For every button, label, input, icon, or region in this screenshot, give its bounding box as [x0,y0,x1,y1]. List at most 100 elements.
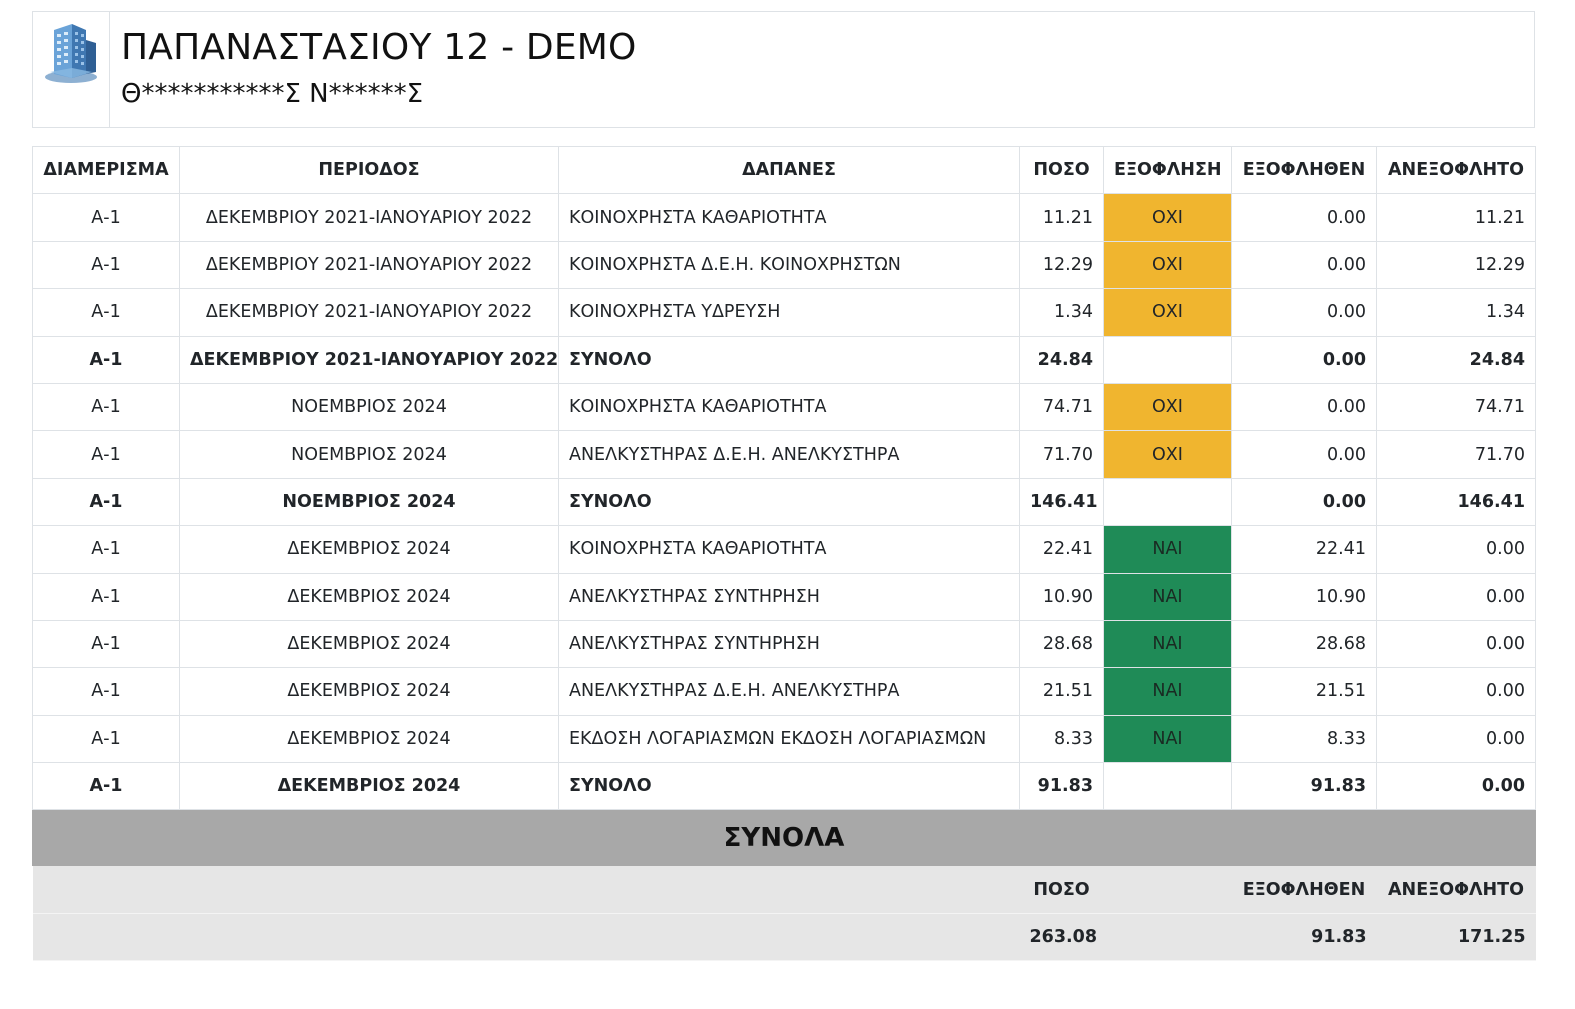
period-cell: ΝΟΕΜΒΡΙΟΣ 2024 [179,477,559,527]
unpaid-cell: 11.21 [1376,193,1536,242]
unpaid-cell: 0.00 [1376,525,1536,574]
period-cell: ΔΕΚΕΜΒΡΙΟΣ 2024 [179,572,559,621]
table-row: Α-1 ΔΕΚΕΜΒΡΙΟΥ 2021-ΙΑΝΟΥΑΡΙΟΥ 2022 ΚΟΙΝΟΧ… [32,193,1536,242]
payment-status-cell: ΝΑΙ [1103,525,1232,574]
unpaid-cell: 0.00 [1376,762,1536,811]
total-unpaid: 171.25 [1376,913,1536,962]
paid-cell: 28.68 [1231,619,1377,669]
amount-cell: 146.41 [1019,477,1104,527]
period-cell: ΔΕΚΕΜΒΡΙΟΣ 2024 [179,714,559,764]
unpaid-cell: 71.70 [1376,430,1536,479]
apartment-cell: Α-1 [32,477,180,527]
amount-cell: 11.21 [1019,193,1104,242]
totals-spacer [32,913,1020,962]
period-cell: ΔΕΚΕΜΒΡΙΟΣ 2024 [179,619,559,669]
period-cell: ΔΕΚΕΜΒΡΙΟΣ 2024 [179,525,559,574]
apartment-cell: Α-1 [32,430,180,479]
totals-header-paid: ΕΞΟΦΛΗΘΕΝ [1231,865,1377,914]
apartment-cell: Α-1 [32,382,180,432]
payment-status-cell: ΟΧΙ [1103,430,1232,479]
col-header-apartment: ΔΙΑΜΕΡΙΣΜΑ [32,145,180,195]
total-amount: 263.08 [1019,913,1104,962]
col-header-unpaid: ΑΝΕΞΟΦΛΗΤΟ [1376,145,1536,195]
payment-status-cell: ΝΑΙ [1103,667,1232,716]
paid-cell: 8.33 [1231,714,1377,764]
paid-cell: 0.00 [1231,335,1377,384]
totals-title: ΣΥΝΟΛΑ [32,809,1536,867]
col-header-period: ΠΕΡΙΟΔΟΣ [179,145,559,195]
expense-cell: ΚΟΙΝΟΧΡΗΣΤΑ Δ.Ε.Η. ΚΟΙΝΟΧΡΗΣΤΩΝ [558,240,1020,290]
expense-cell: ΑΝΕΛΚΥΣΤΗΡΑΣ Δ.Ε.Η. ΑΝΕΛΚΥΣΤΗΡΑ [558,667,1020,716]
amount-cell: 28.68 [1019,619,1104,669]
apartment-cell: Α-1 [32,714,180,764]
totals-values-row: 263.08 91.83 171.25 [32,913,1536,962]
payment-status-cell [1103,477,1232,527]
expense-cell: ΚΟΙΝΟΧΡΗΣΤΑ ΥΔΡΕΥΣΗ [558,288,1020,337]
table-row: Α-1 ΔΕΚΕΜΒΡΙΟΣ 2024 ΑΝΕΛΚΥΣΤΗΡΑΣ Δ.Ε.Η. ΑΝ… [32,667,1536,716]
expense-cell: ΚΟΙΝΟΧΡΗΣΤΑ ΚΑΘΑΡΙΟΤΗΤΑ [558,525,1020,574]
paid-cell: 22.41 [1231,525,1377,574]
paid-cell: 0.00 [1231,240,1377,290]
building-icon-cell [33,12,110,127]
expense-cell: ΚΟΙΝΟΧΡΗΣΤΑ ΚΑΘΑΡΙΟΤΗΤΑ [558,193,1020,242]
apartment-cell: Α-1 [32,667,180,716]
paid-cell: 0.00 [1231,193,1377,242]
col-header-paid: ΕΞΟΦΛΗΘΕΝ [1231,145,1377,195]
payment-status-cell: ΟΧΙ [1103,240,1232,290]
apartment-cell: Α-1 [32,762,180,811]
period-cell: ΔΕΚΕΜΒΡΙΟΥ 2021-ΙΑΝΟΥΑΡΙΟΥ 2022 [179,288,559,337]
table-row: Α-1 ΔΕΚΕΜΒΡΙΟΣ 2024 ΚΟΙΝΟΧΡΗΣΤΑ ΚΑΘΑΡΙΟΤΗΤ… [32,525,1536,574]
apartment-cell: Α-1 [32,240,180,290]
table-row: Α-1 ΔΕΚΕΜΒΡΙΟΣ 2024 ΑΝΕΛΚΥΣΤΗΡΑΣ ΣΥΝΤΗΡΗΣΗ… [32,572,1536,621]
payment-status-cell: ΝΑΙ [1103,619,1232,669]
table-row: Α-1 ΔΕΚΕΜΒΡΙΟΥ 2021-ΙΑΝΟΥΑΡΙΟΥ 2022 ΚΟΙΝΟΧ… [32,288,1536,337]
apartment-cell: Α-1 [32,619,180,669]
totals-spacer-payment [1103,913,1232,962]
period-cell: ΔΕΚΕΜΒΡΙΟΥ 2021-ΙΑΝΟΥΑΡΙΟΥ 2022 [179,335,559,384]
table-row: Α-1 ΔΕΚΕΜΒΡΙΟΣ 2024 ΕΚΔΟΣΗ ΛΟΓΑΡΙΑΣΜΩΝ ΕΚΔ… [32,714,1536,764]
expense-cell: ΑΝΕΛΚΥΣΤΗΡΑΣ Δ.Ε.Η. ΑΝΕΛΚΥΣΤΗΡΑ [558,430,1020,479]
period-cell: ΔΕΚΕΜΒΡΙΟΣ 2024 [179,667,559,716]
amount-cell: 91.83 [1019,762,1104,811]
unpaid-cell: 74.71 [1376,382,1536,432]
table-row: Α-1 ΝΟΕΜΒΡΙΟΣ 2024 ΚΟΙΝΟΧΡΗΣΤΑ ΚΑΘΑΡΙΟΤΗΤΑ… [32,382,1536,432]
amount-cell: 8.33 [1019,714,1104,764]
paid-cell: 0.00 [1231,477,1377,527]
unpaid-cell: 12.29 [1376,240,1536,290]
unpaid-cell: 0.00 [1376,714,1536,764]
paid-cell: 10.90 [1231,572,1377,621]
amount-cell: 24.84 [1019,335,1104,384]
table-row: Α-1 ΔΕΚΕΜΒΡΙΟΥ 2021-ΙΑΝΟΥΑΡΙΟΥ 2022 ΚΟΙΝΟΧ… [32,240,1536,290]
amount-cell: 12.29 [1019,240,1104,290]
period-cell: ΝΟΕΜΒΡΙΟΣ 2024 [179,430,559,479]
amount-cell: 22.41 [1019,525,1104,574]
summary-row: Α-1 ΔΕΚΕΜΒΡΙΟΥ 2021-ΙΑΝΟΥΑΡΙΟΥ 2022 ΣΥΝΟΛΟ… [32,335,1536,384]
unpaid-cell: 0.00 [1376,572,1536,621]
expense-cell: ΣΥΝΟΛΟ [558,762,1020,811]
apartment-cell: Α-1 [32,335,180,384]
totals-header-unpaid: ΑΝΕΞΟΦΛΗΤΟ [1376,865,1536,914]
totals-spacer [32,865,1020,914]
owner-name: Θ***********Σ Ν******Σ [121,79,424,109]
building-header: ΠΑΠΑΝΑΣΤΑΣΙΟΥ 12 - DEMO Θ***********Σ Ν*… [32,11,1535,128]
paid-cell: 21.51 [1231,667,1377,716]
building-title: ΠΑΠΑΝΑΣΤΑΣΙΟΥ 12 - DEMO [121,27,637,68]
unpaid-cell: 0.00 [1376,619,1536,669]
paid-cell: 0.00 [1231,430,1377,479]
unpaid-cell: 146.41 [1376,477,1536,527]
col-header-expenses: ΔΑΠΑΝΕΣ [558,145,1020,195]
summary-row: Α-1 ΝΟΕΜΒΡΙΟΣ 2024 ΣΥΝΟΛΟ 146.41 0.00 146.41 [32,477,1536,527]
unpaid-cell: 0.00 [1376,667,1536,716]
apartment-cell: Α-1 [32,525,180,574]
period-cell: ΝΟΕΜΒΡΙΟΣ 2024 [179,382,559,432]
building-icon [45,24,97,83]
paid-cell: 0.00 [1231,288,1377,337]
totals-header-row: ΠΟΣΟ ΕΞΟΦΛΗΘΕΝ ΑΝΕΞΟΦΛΗΤΟ [32,865,1536,914]
period-cell: ΔΕΚΕΜΒΡΙΟΥ 2021-ΙΑΝΟΥΑΡΙΟΥ 2022 [179,193,559,242]
paid-cell: 91.83 [1231,762,1377,811]
amount-cell: 71.70 [1019,430,1104,479]
period-cell: ΔΕΚΕΜΒΡΙΟΣ 2024 [179,762,559,811]
amount-cell: 10.90 [1019,572,1104,621]
payment-status-cell: ΝΑΙ [1103,714,1232,764]
apartment-cell: Α-1 [32,572,180,621]
